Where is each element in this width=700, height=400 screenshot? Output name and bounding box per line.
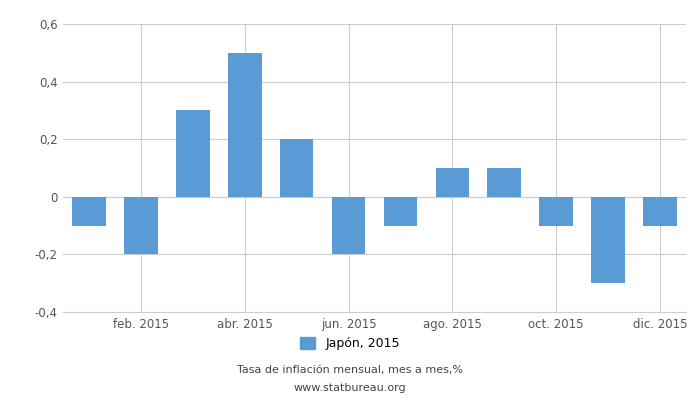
Bar: [176, 110, 210, 197]
Bar: [72, 197, 106, 226]
Text: Tasa de inflación mensual, mes a mes,%: Tasa de inflación mensual, mes a mes,%: [237, 365, 463, 375]
Bar: [228, 53, 262, 197]
Bar: [332, 197, 365, 254]
Bar: [124, 197, 158, 254]
Text: www.statbureau.org: www.statbureau.org: [294, 383, 406, 393]
Bar: [384, 197, 417, 226]
Bar: [643, 197, 677, 226]
Bar: [435, 168, 469, 197]
Bar: [487, 168, 522, 197]
Bar: [280, 139, 314, 197]
Bar: [539, 197, 573, 226]
Bar: [592, 197, 625, 283]
Legend: Japón, 2015: Japón, 2015: [295, 332, 405, 355]
